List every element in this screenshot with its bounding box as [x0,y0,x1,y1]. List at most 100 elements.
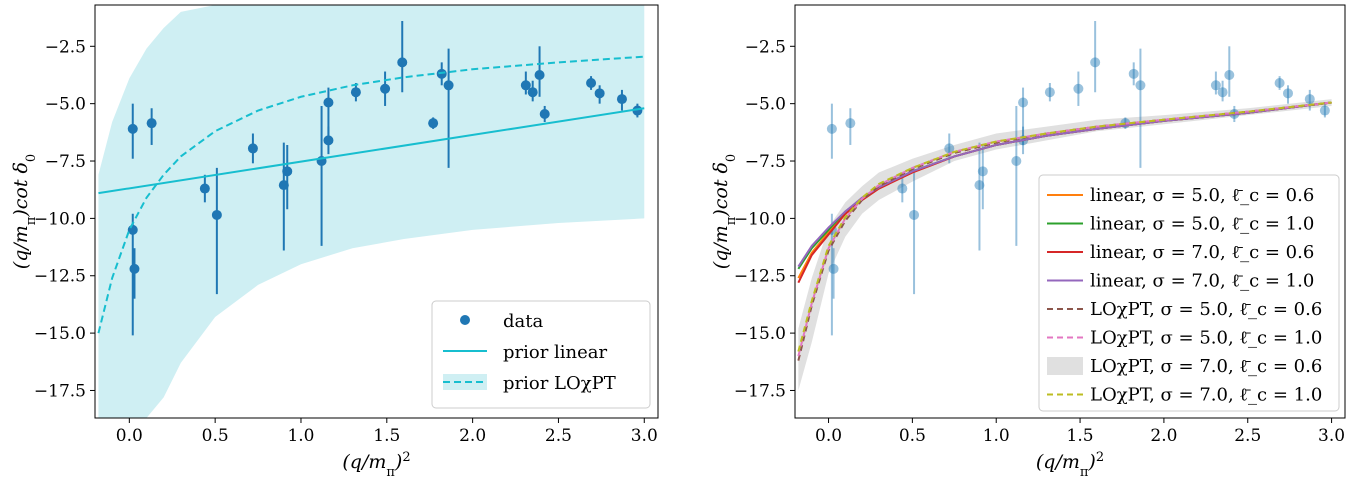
legend: linear, σ = 5.0, ℓ̄_c = 0.6 linear, σ = 5… [1038,174,1340,412]
data-point [909,209,920,220]
data-point [1224,69,1235,80]
legend-label-3: linear, σ = 7.0, ℓ̄_c = 1.0 [1090,271,1314,292]
y-tick-label: −15.0 [734,324,786,344]
y-tick-label: −17.5 [34,381,86,401]
prior-linear-line [98,107,645,195]
data-point [199,183,210,194]
data-point [539,108,550,119]
data-point [247,143,258,154]
data-point [1282,88,1293,99]
legend-label-data: data [503,311,543,332]
data-point [594,88,605,99]
prior-loxpt-band [98,5,645,418]
data-point [520,80,531,91]
data-point [428,118,439,129]
data-point [350,87,361,98]
data-point [129,263,140,274]
data-point [616,94,627,105]
x-tick-label: 2.0 [459,426,486,446]
data-point [146,118,157,129]
data-point [443,80,454,91]
y-axis-label: (q/mπ)cot δ0 [710,154,739,269]
plot-frame [94,4,659,419]
series-line-3 [797,101,1332,268]
y-tick-label: −10.0 [34,209,86,229]
data-point [323,97,334,108]
legend-label-2: linear, σ = 7.0, ℓ̄_c = 0.6 [1090,242,1314,263]
x-tick-label: 1.0 [287,426,314,446]
data-point [897,183,908,194]
y-tick-label: −5.0 [45,95,86,115]
data-point [527,87,538,98]
y-axis-label: (q/mπ)cot δ0 [10,154,39,269]
data-point [397,57,408,68]
legend-label-1: linear, σ = 5.0, ℓ̄_c = 1.0 [1090,214,1314,235]
data-point [127,123,138,134]
legend-band-6 [1047,357,1083,375]
data-point [1011,156,1022,167]
x-tick-label: 3.0 [631,426,658,446]
legend-label-5: LOχPT, σ = 5.0, ℓ̄_c = 1.0 [1090,328,1322,349]
y-tick-label: −17.5 [734,381,786,401]
x-axis-label: (q/mπ)2 [1036,450,1104,480]
x-tick-label: 3.0 [1318,426,1345,446]
legend-box [1038,174,1340,412]
data-point [1128,68,1139,79]
x-tick-label: 1.5 [373,426,400,446]
data-point [534,69,545,80]
right-chart-panel: 0.0 0.5 1.0 1.5 2.0 2.5 3.0 −2.5 −5.0 −7.5 −10.0 −1… [710,4,1346,480]
data-point [1044,87,1055,98]
data-point [1018,97,1029,108]
data-point [1304,94,1315,105]
y-tick-label: −7.5 [45,152,86,172]
legend-label-4: LOχPT, σ = 5.0, ℓ̄_c = 0.6 [1090,299,1322,320]
data-point [1090,57,1101,68]
y-tick-label: −15.0 [34,324,86,344]
data-point [977,166,988,177]
x-tick-label: 0.0 [116,426,143,446]
data-point [826,123,837,134]
data-point [1217,87,1228,98]
x-tick-label: 2.5 [545,426,572,446]
data-point [1274,78,1285,89]
legend-label-prior-loxpt: prior LOχPT [503,373,616,394]
x-tick-label: 1.0 [983,426,1010,446]
data-point [1073,83,1084,94]
data-point [1135,80,1146,91]
data-point [1210,80,1221,91]
legend-label-0: linear, σ = 5.0, ℓ̄_c = 0.6 [1090,185,1314,206]
y-tick-label: −2.5 [745,37,786,57]
data-point [586,78,597,89]
data-point [845,118,856,129]
y-tick-label: −12.5 [734,267,786,287]
plot-area [797,21,1332,391]
data-point [828,263,839,274]
data-point [211,209,222,220]
plot-frame [794,4,1346,419]
loxpt-sigma7-band [798,99,1332,391]
plot-area [97,5,645,418]
y-tick-label: −10.0 [734,209,786,229]
data-point [380,83,391,94]
x-tick-label: 1.5 [1067,426,1094,446]
legend-label-7: LOχPT, σ = 7.0, ℓ̄_c = 1.0 [1090,385,1322,406]
data-point [944,143,955,154]
x-tick-label: 2.0 [1150,426,1177,446]
prior-loxpt-line [97,55,645,334]
data-point [323,135,334,146]
data-point [282,166,293,177]
data-point [974,180,985,191]
y-tick-label: −2.5 [45,37,86,57]
x-tick-label: 0.0 [815,426,842,446]
data-point [127,224,138,235]
data-point [1319,105,1330,116]
y-tick-label: −7.5 [745,152,786,172]
x-tick-label: 0.5 [899,426,926,446]
legend: data prior linear prior LOχPT [431,300,651,409]
legend-label-6: LOχPT, σ = 7.0, ℓ̄_c = 0.6 [1090,356,1322,377]
x-axis-label: (q/mπ)2 [342,450,410,480]
y-tick-label: −5.0 [745,95,786,115]
series-line-7 [797,101,1332,352]
left-chart-panel: 0.0 0.5 1.0 1.5 2.0 2.5 3.0 −2.5 −5.0 −7.5 −10.0 −1… [10,4,659,480]
